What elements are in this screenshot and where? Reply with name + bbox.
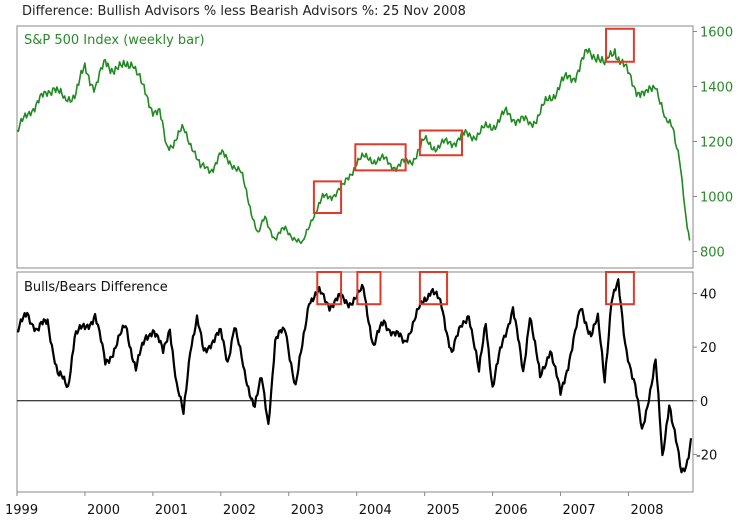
x-tick-label: 2007 (563, 503, 596, 518)
x-tick-label: 2004 (359, 503, 392, 518)
x-tick-label: 1999 (5, 503, 38, 518)
x-axis: 1999 2000 2001 2002 2003 2004 2005 2006 2007 2008 (5, 492, 664, 518)
x-tick-label: 2003 (291, 503, 324, 518)
sp500-series-line (16, 47, 691, 245)
x-tick-label: 2005 (427, 503, 460, 518)
sp500-y-tick-label: 800 (700, 246, 725, 261)
sp500-highlight-box (418, 129, 464, 157)
sp500-panel-title: S&P 500 Index (weekly bar) (24, 33, 205, 48)
sp500-highlight-box (605, 27, 635, 63)
highlight-boxes (312, 27, 635, 306)
diff-y-tick-label: 20 (700, 341, 717, 356)
diff-panel-title: Bulls/Bears Difference (24, 280, 168, 295)
x-tick-label: 2008 (630, 503, 663, 518)
diff-highlight-box (316, 271, 343, 306)
sp500-y-tick-label: 1200 (700, 136, 733, 151)
diff-highlight-box (418, 271, 449, 306)
diff-panel-frame (16, 271, 694, 493)
x-tick-label: 2006 (495, 503, 528, 518)
sp500-y-axis: 800 1000 1200 1400 1600 (693, 26, 733, 261)
sp500-y-tick-label: 1600 (700, 26, 733, 41)
x-tick-label: 2001 (155, 503, 188, 518)
sp500-y-tick-label: 1400 (700, 81, 733, 96)
x-tick-label: 2000 (87, 503, 120, 518)
diff-highlight-box (356, 271, 382, 306)
sp500-highlight-box (354, 143, 407, 172)
x-tick-label: 2002 (223, 503, 256, 518)
diff-highlight-box (605, 271, 635, 306)
diff-y-tick-label: -20 (696, 448, 717, 463)
diff-series-line (16, 278, 693, 474)
sp500-highlight-box (312, 180, 343, 214)
diff-y-tick-label: 40 (700, 287, 717, 302)
diff-y-tick-label: 0 (700, 395, 708, 410)
diff-y-axis: -20 0 20 40 (693, 287, 717, 463)
sp500-y-tick-label: 1000 (700, 191, 733, 206)
chart-title: Difference: Bullish Advisors % less Bear… (22, 4, 466, 19)
